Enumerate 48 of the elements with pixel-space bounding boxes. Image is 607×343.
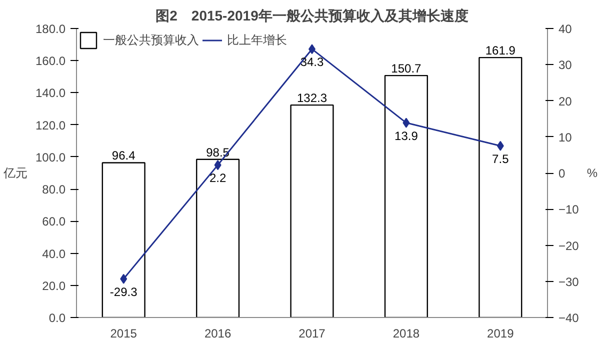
y-tick-label: 180.0 <box>35 22 66 36</box>
data-label: 96.4 <box>112 148 136 163</box>
y2-tick-label: 20 <box>558 94 572 108</box>
x-tick-label: 2016 <box>204 326 232 340</box>
x-tick-label: 2018 <box>392 326 420 340</box>
data-label: 161.9 <box>485 44 516 58</box>
y2-tick-label: −10 <box>558 202 580 217</box>
chart-title: 图2 2015-2019年一般公共预算收入及其增长速度 <box>156 8 468 24</box>
y-tick-label: 160.0 <box>35 54 66 68</box>
legend-label: 一般公共预算收入 <box>103 32 199 48</box>
y-tick-label: 20.0 <box>42 278 66 293</box>
point <box>120 274 128 284</box>
legend-label: 比上年增长 <box>227 32 287 48</box>
data-label: 2.2 <box>209 171 226 186</box>
bar <box>102 162 146 318</box>
data-label: 34.3 <box>300 55 324 70</box>
data-label: 13.9 <box>394 128 418 143</box>
y-tick-label: 80.0 <box>42 182 66 197</box>
data-label: 7.5 <box>492 152 510 166</box>
y-tick-label: 120.0 <box>35 118 66 132</box>
bar <box>478 56 522 318</box>
y-axis-title: 亿元 <box>2 166 28 180</box>
data-label: 98.5 <box>206 145 230 160</box>
y2-tick-label: 10 <box>558 130 572 144</box>
point <box>496 140 504 151</box>
x-tick-label: 2019 <box>487 326 514 340</box>
y2-tick-label: 0 <box>558 166 566 180</box>
point <box>214 160 222 170</box>
y2-axis-title: % <box>586 166 598 180</box>
y2-tick-label: 40 <box>558 22 572 36</box>
y2-tick-label: −40 <box>558 311 580 325</box>
y2-tick-label: −30 <box>558 274 580 289</box>
x-tick-label: 2017 <box>298 326 326 340</box>
data-label: 150.7 <box>391 62 422 76</box>
y2-tick-label: 30 <box>558 58 572 72</box>
y-tick-label: 60.0 <box>42 214 66 229</box>
y2-tick-label: −20 <box>558 238 580 253</box>
bar <box>290 104 334 318</box>
y-tick-label: 100.0 <box>35 150 66 164</box>
data-label: 132.3 <box>296 91 328 106</box>
y-tick-label: 40.0 <box>42 246 66 261</box>
y-tick-label: 0.0 <box>48 311 66 325</box>
y-tick-label: 140.0 <box>35 86 66 100</box>
data-label: -29.3 <box>110 284 138 299</box>
x-tick-label: 2015 <box>110 326 138 340</box>
point <box>402 118 410 128</box>
bar <box>384 74 428 318</box>
bar <box>196 158 240 318</box>
